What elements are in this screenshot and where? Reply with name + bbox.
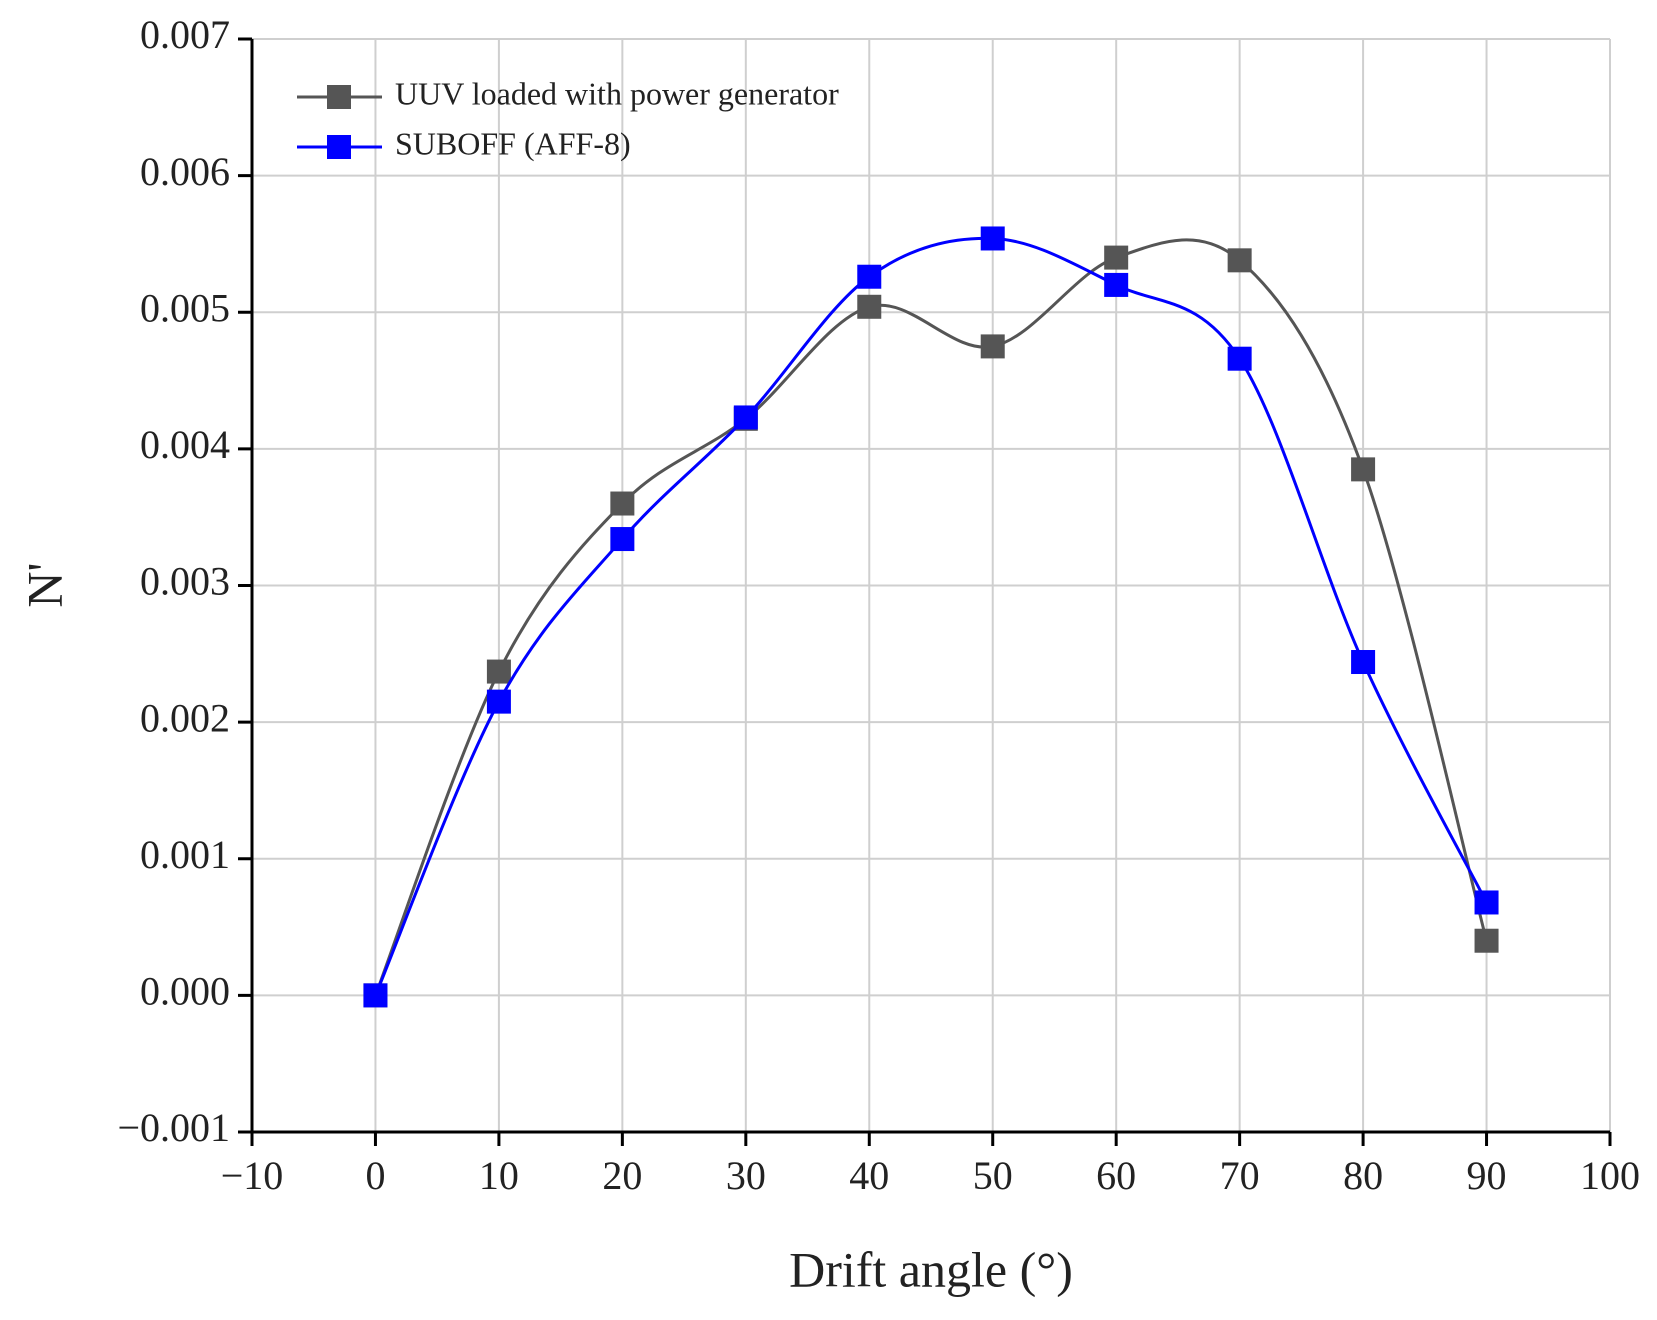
- legend-marker: [327, 135, 351, 159]
- marker: [980, 334, 1005, 359]
- x-tick-label: 60: [1096, 1153, 1136, 1198]
- series-line: [374, 238, 1489, 996]
- y-axis-title: N': [16, 562, 72, 607]
- marker: [1474, 890, 1499, 915]
- x-tick-label: 50: [973, 1153, 1013, 1198]
- marker: [363, 983, 388, 1008]
- marker: [1227, 346, 1252, 371]
- marker: [486, 689, 511, 714]
- y-tick-label: 0.002: [140, 695, 230, 740]
- y-tick-label: 0.003: [140, 559, 230, 604]
- marker: [1351, 457, 1376, 482]
- legend-label: SUBOFF (AFF-8): [395, 125, 631, 161]
- legend-marker: [327, 85, 351, 109]
- y-tick-label: 0.006: [140, 149, 230, 194]
- y-tick-label: 0.005: [140, 285, 230, 330]
- x-tick-label: 30: [726, 1153, 766, 1198]
- marker: [486, 659, 511, 684]
- marker: [1104, 272, 1129, 297]
- y-tick-label: −0.001: [117, 1105, 230, 1150]
- marker: [857, 294, 882, 319]
- marker: [980, 226, 1005, 251]
- series-line: [374, 236, 1488, 996]
- marker: [1104, 245, 1129, 270]
- legend-label: UUV loaded with power generator: [395, 75, 839, 111]
- x-tick-label: 20: [602, 1153, 642, 1198]
- x-tick-label: 40: [849, 1153, 889, 1198]
- x-tick-label: 80: [1343, 1153, 1383, 1198]
- x-tick-label: 70: [1220, 1153, 1260, 1198]
- marker: [857, 264, 882, 289]
- marker: [1474, 928, 1499, 953]
- y-tick-label: 0.007: [140, 12, 230, 57]
- y-tick-label: 0.004: [140, 422, 230, 467]
- x-tick-label: 10: [479, 1153, 519, 1198]
- x-axis-title: Drift angle (°): [789, 1241, 1073, 1297]
- x-tick-label: 0: [365, 1153, 385, 1198]
- marker: [1227, 248, 1252, 273]
- marker: [1351, 650, 1376, 675]
- y-tick-label: 0.000: [140, 969, 230, 1014]
- x-tick-label: −10: [221, 1153, 284, 1198]
- marker: [733, 405, 758, 430]
- y-tick-label: 0.001: [140, 832, 230, 877]
- marker: [610, 491, 635, 516]
- marker: [610, 527, 635, 552]
- x-tick-label: 100: [1580, 1153, 1640, 1198]
- x-tick-label: 90: [1467, 1153, 1507, 1198]
